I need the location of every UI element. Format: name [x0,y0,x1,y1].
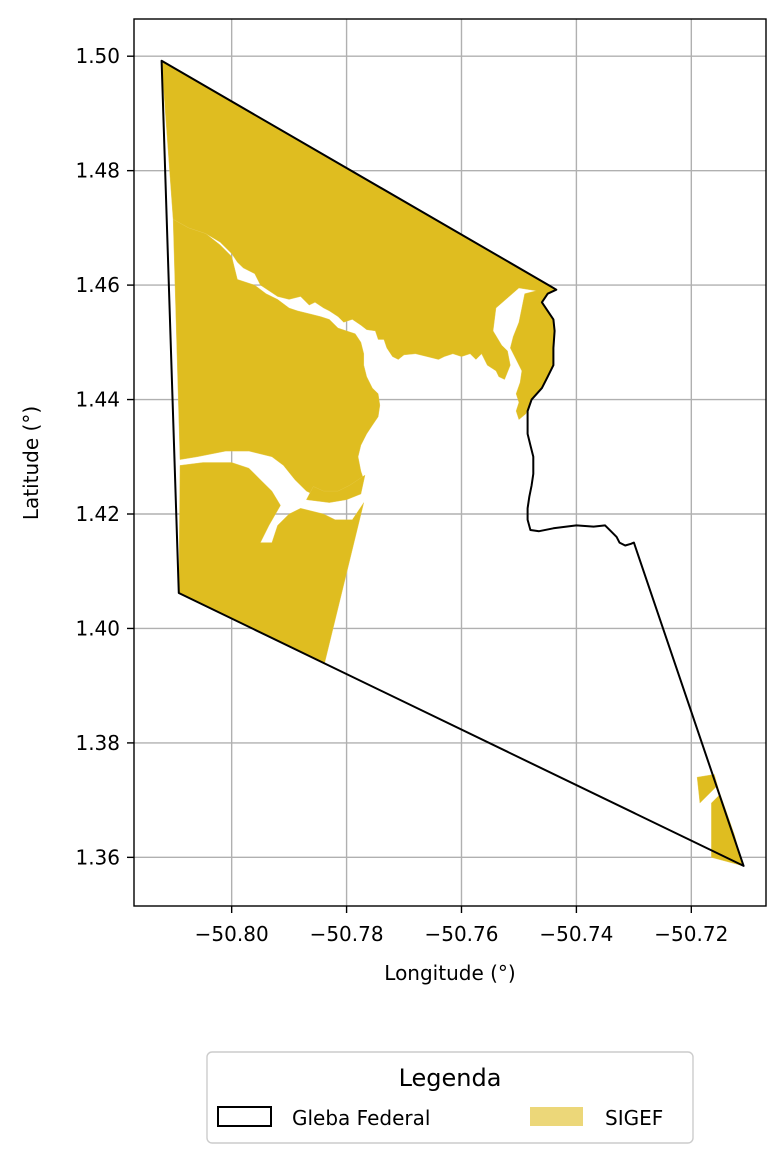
legend-swatch-gleba-federal [217,1106,272,1127]
y-tick-label-7: 1.50 [75,44,120,68]
y-axis-label: Latitude (°) [19,406,43,520]
sigef-parcel-4 [696,774,744,867]
x-axis-label: Longitude (°) [384,961,515,985]
legend-swatch-sigef [530,1107,583,1126]
legend-title: Legenda [399,1064,502,1092]
x-tick-label-4: −50.72 [654,922,728,946]
sigef-layer [161,60,744,867]
x-tick-label-0: −50.80 [195,922,269,946]
gleba-federal-boundary [160,59,745,867]
y-tick-label-5: 1.46 [75,273,120,297]
x-tick-label-1: −50.78 [310,922,384,946]
gleba-federal-layer [160,59,745,867]
y-tick-label-1: 1.38 [75,731,120,755]
y-tick-label-4: 1.44 [75,388,120,412]
y-tick-label-0: 1.36 [75,845,120,869]
sigef-parcel-3 [306,474,366,503]
legend-label-sigef: SIGEF [605,1106,663,1130]
y-axis-ticks: 1.36 1.38 1.40 1.42 1.44 1.46 1.48 1.50 [75,44,134,869]
legend-label-gleba-federal: Gleba Federal [292,1106,430,1130]
sigef-parcel-1 [172,218,381,497]
x-tick-label-3: −50.74 [539,922,613,946]
x-axis-ticks: −50.80 −50.78 −50.76 −50.74 −50.72 [195,906,728,946]
sigef-parcel-2 [178,462,364,664]
legend: Legenda Gleba Federal SIGEF [206,1051,694,1144]
x-tick-label-2: −50.76 [424,922,498,946]
y-tick-label-6: 1.48 [75,159,120,183]
y-tick-label-2: 1.40 [75,616,120,640]
plot-frame [133,18,767,907]
y-tick-label-3: 1.42 [75,502,120,526]
